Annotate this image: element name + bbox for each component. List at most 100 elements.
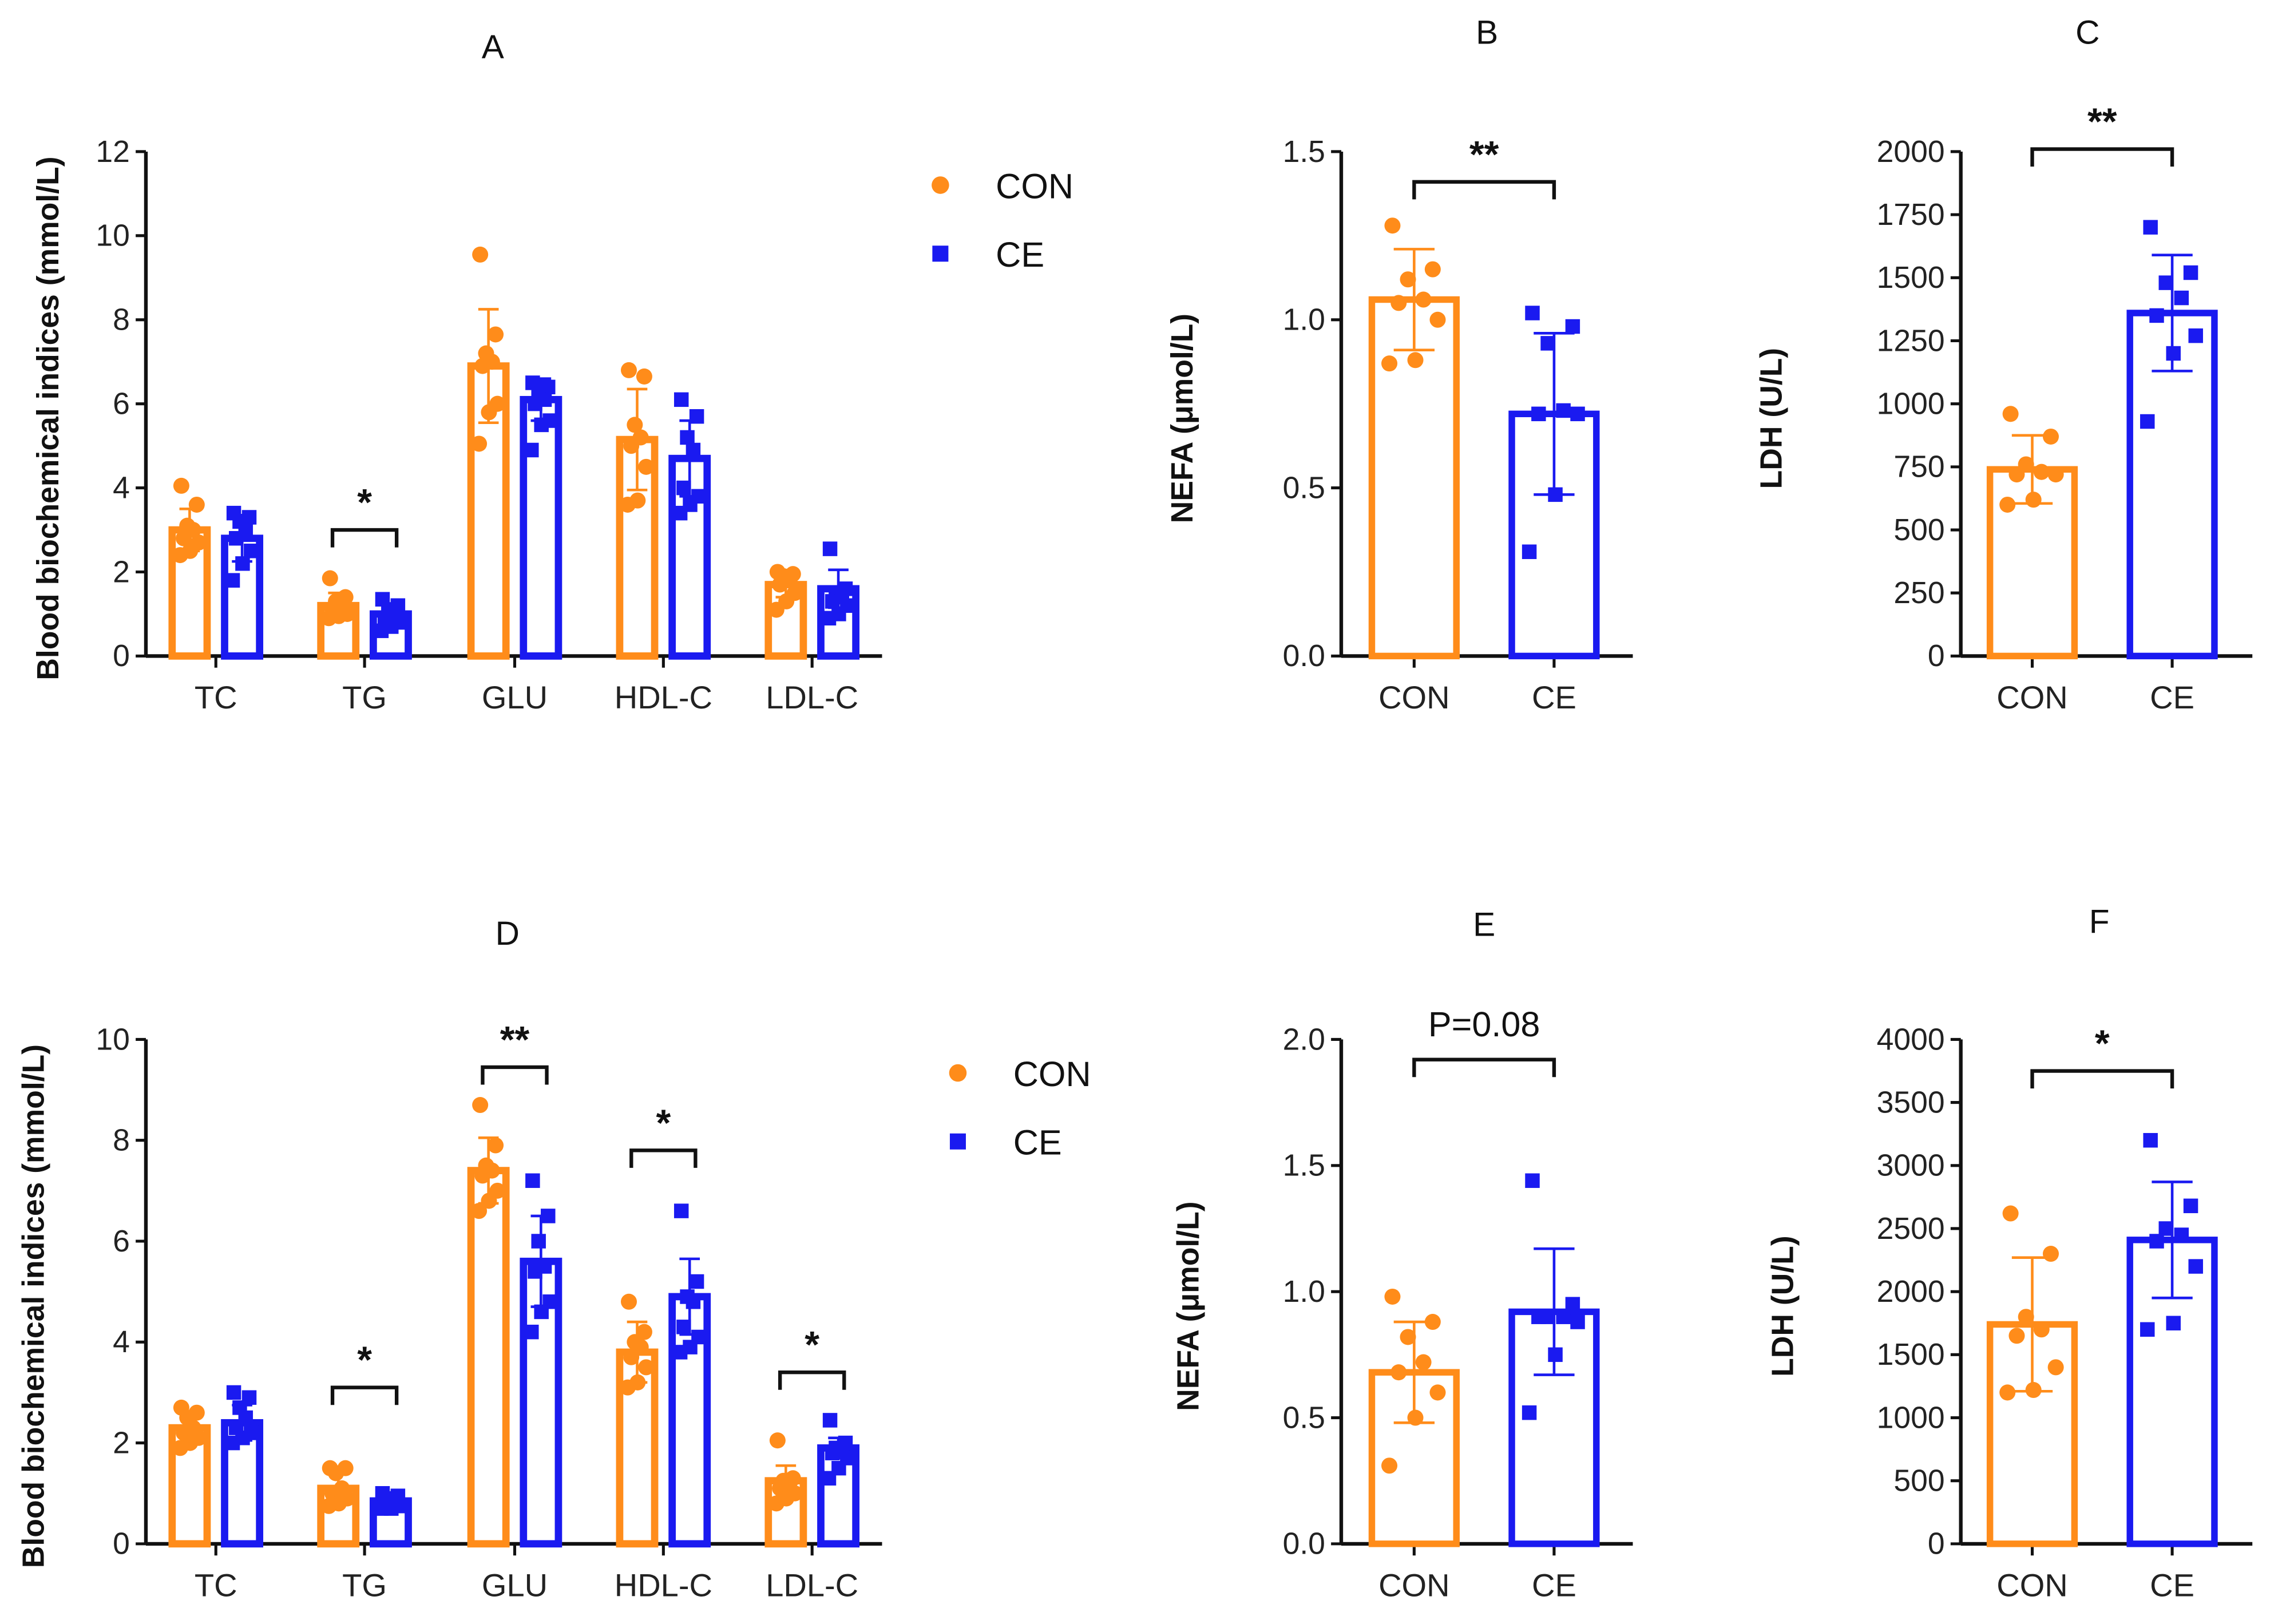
x-tick-label: HDL-C bbox=[615, 679, 712, 715]
data-point-square bbox=[822, 1413, 838, 1428]
y-tick-label: 1750 bbox=[1877, 198, 1945, 232]
bar-group-con bbox=[467, 1097, 510, 1548]
data-point-circle bbox=[2018, 1309, 2034, 1325]
legend-marker-square bbox=[949, 1133, 966, 1150]
x-tick-label: CE bbox=[1532, 679, 1576, 715]
y-tick-label: 0 bbox=[1928, 639, 1945, 673]
data-point-circle bbox=[1407, 1409, 1424, 1426]
data-point-circle bbox=[769, 1432, 786, 1449]
bar-group-con bbox=[764, 1432, 807, 1548]
bar-group-ce bbox=[1508, 1173, 1600, 1547]
data-point-square bbox=[534, 417, 549, 433]
data-point-circle bbox=[172, 1440, 188, 1456]
x-tick-label: GLU bbox=[482, 1567, 548, 1603]
panel-title: F bbox=[2089, 903, 2110, 940]
bar-group-con bbox=[467, 246, 510, 660]
significance-label: * bbox=[2095, 1023, 2110, 1065]
y-tick-label: 500 bbox=[1893, 1464, 1944, 1498]
data-point-square bbox=[1556, 1309, 1571, 1324]
data-point-square bbox=[825, 1445, 840, 1460]
significance-bracket bbox=[2030, 147, 2174, 167]
data-point-square bbox=[1531, 1309, 1546, 1324]
y-axis-label: NEFA (μmol/L) bbox=[1166, 314, 1199, 523]
y-tick-label: 250 bbox=[1893, 576, 1944, 610]
y-tick-label: 6 bbox=[113, 1225, 130, 1258]
significance-bracket bbox=[2030, 1069, 2174, 1089]
data-point-circle bbox=[636, 368, 652, 385]
panel-title: E bbox=[1473, 906, 1495, 944]
data-point-circle bbox=[771, 576, 789, 593]
panel-title: C bbox=[2075, 14, 2099, 51]
data-point-circle bbox=[322, 570, 338, 587]
y-tick-label: 1.5 bbox=[1283, 1149, 1325, 1183]
data-point-square bbox=[2183, 1198, 2198, 1214]
x-tick-label: CON bbox=[1996, 679, 2068, 715]
data-point-circle bbox=[623, 438, 640, 454]
data-point-square bbox=[1522, 1405, 1537, 1420]
y-tick-label: 500 bbox=[1893, 513, 1944, 547]
data-point-circle bbox=[471, 435, 488, 452]
y-tick-label: 0.5 bbox=[1283, 1401, 1325, 1435]
bar bbox=[616, 435, 659, 660]
x-tick-label: CE bbox=[2150, 1567, 2194, 1603]
panel-title: B bbox=[1476, 14, 1498, 51]
data-point-circle bbox=[2002, 406, 2019, 422]
data-point-circle bbox=[1999, 496, 2016, 513]
y-tick-label: 1000 bbox=[1877, 387, 1945, 421]
data-point-square bbox=[2174, 290, 2189, 306]
bar bbox=[2126, 1237, 2218, 1547]
data-point-square bbox=[524, 442, 539, 458]
data-point-circle bbox=[768, 1495, 785, 1512]
bar-group-ce bbox=[817, 541, 859, 660]
data-point-circle bbox=[2002, 1205, 2019, 1222]
bar-group-ce bbox=[520, 1173, 562, 1548]
significance-label: ** bbox=[2087, 101, 2117, 143]
data-point-circle bbox=[2008, 1328, 2025, 1344]
data-point-circle bbox=[2033, 1321, 2050, 1338]
data-point-square bbox=[2140, 1322, 2155, 1337]
data-point-circle bbox=[620, 1293, 637, 1310]
data-point-circle bbox=[1999, 1384, 2016, 1401]
bar-group-con bbox=[317, 1460, 360, 1548]
data-point-square bbox=[1565, 1297, 1580, 1312]
data-point-circle bbox=[1407, 352, 1424, 369]
data-point-square bbox=[2166, 1316, 2181, 1330]
data-point-circle bbox=[2025, 1382, 2042, 1399]
x-tick-label: CON bbox=[1378, 1567, 1450, 1603]
bar-group-con bbox=[317, 570, 360, 660]
significance-label: ** bbox=[500, 1019, 530, 1061]
bar-group-ce bbox=[668, 392, 711, 660]
data-point-circle bbox=[619, 496, 636, 513]
data-point-circle bbox=[1424, 261, 1441, 278]
data-point-square bbox=[528, 1264, 542, 1279]
y-tick-label: 1.0 bbox=[1283, 303, 1325, 337]
bar-group-ce bbox=[2126, 220, 2218, 660]
legend-marker-circle bbox=[932, 176, 949, 194]
data-point-circle bbox=[1424, 1314, 1441, 1330]
y-tick-label: 1000 bbox=[1877, 1401, 1945, 1435]
y-tick-label: 2 bbox=[113, 1426, 130, 1460]
data-point-square bbox=[689, 409, 704, 424]
bar bbox=[520, 395, 562, 660]
data-point-circle bbox=[620, 362, 637, 378]
data-point-circle bbox=[1390, 1364, 1407, 1381]
x-tick-label: TC bbox=[195, 1567, 237, 1603]
data-point-circle bbox=[2025, 492, 2042, 508]
significance-label: * bbox=[357, 1339, 372, 1381]
data-point-square bbox=[2143, 1132, 2158, 1148]
panel-f: F LDH (U/L) 0 500 1000 1500 2000 2500 3000 3500 40… bbox=[1766, 903, 2253, 1603]
data-point-square bbox=[825, 594, 840, 609]
bar bbox=[467, 362, 510, 660]
data-point-circle bbox=[474, 358, 491, 374]
data-point-circle bbox=[2018, 456, 2034, 473]
y-tick-label: 0 bbox=[113, 1527, 130, 1561]
y-tick-label: 0.0 bbox=[1283, 639, 1325, 673]
panel-title: A bbox=[482, 29, 504, 66]
data-point-square bbox=[2143, 220, 2158, 235]
data-point-square bbox=[2149, 308, 2164, 323]
bar-group-con bbox=[1986, 1205, 2078, 1547]
data-point-circle bbox=[1384, 1288, 1401, 1305]
panel-b: B NEFA (μmol/L) 0.0 0.5 1.0 1.5 CON CE ** bbox=[1166, 14, 1633, 715]
x-tick-label: TC bbox=[195, 679, 237, 715]
data-point-square bbox=[1548, 487, 1563, 502]
